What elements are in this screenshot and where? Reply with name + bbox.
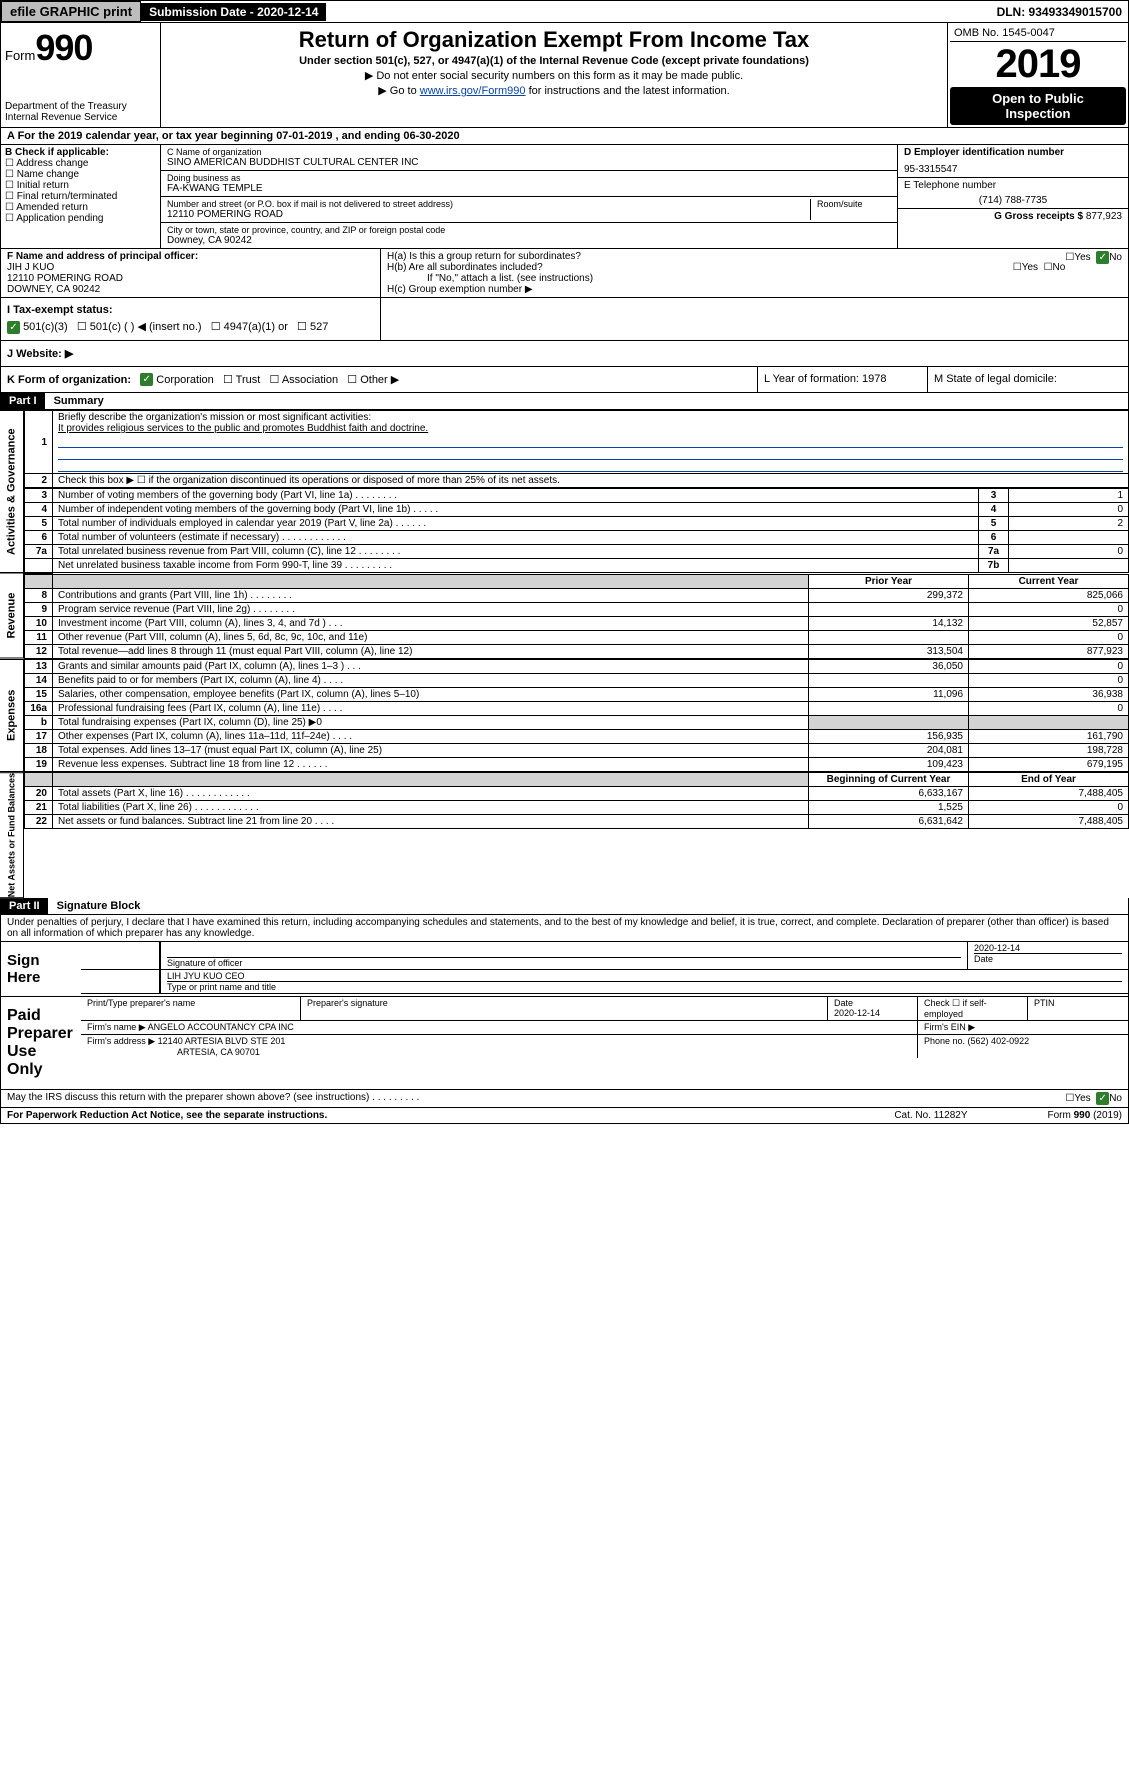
firm-addr1: 12140 ARTESIA BLVD STE 201 [158, 1036, 286, 1046]
room-label: Room/suite [817, 199, 891, 209]
firm-addr2: ARTESIA, CA 90701 [87, 1047, 260, 1057]
irs-link[interactable]: www.irs.gov/Form990 [420, 85, 526, 97]
check-discuss-no[interactable] [1096, 1092, 1109, 1105]
revenue-table: Prior YearCurrent Year 8Contributions an… [24, 573, 1129, 659]
gross-receipts: 877,923 [1086, 211, 1122, 222]
tel-label: E Telephone number [904, 180, 1122, 191]
mission-text: It provides religious services to the pu… [58, 423, 428, 434]
check-application-pending[interactable]: Application pending [5, 213, 156, 224]
netassets-table: Beginning of Current YearEnd of Year 20T… [24, 772, 1129, 829]
check-final-return[interactable]: Final return/terminated [5, 191, 156, 202]
identification-section: B Check if applicable: Address change Na… [0, 145, 1129, 249]
city-state-zip: Downey, CA 90242 [167, 235, 891, 246]
ein: 95-3315547 [904, 164, 1122, 175]
org-name: SINO AMERICAN BUDDHIST CULTURAL CENTER I… [167, 157, 891, 168]
sig-officer-label: Signature of officer [167, 957, 961, 968]
dba-label: Doing business as [167, 173, 891, 183]
irs-label: Internal Revenue Service [5, 112, 156, 123]
omb-number: OMB No. 1545-0047 [950, 25, 1126, 42]
perjury-declaration: Under penalties of perjury, I declare th… [0, 915, 1129, 942]
org-name-label: C Name of organization [167, 147, 891, 157]
officer-name: JIH J KUO [7, 262, 374, 273]
check-no-group[interactable] [1096, 251, 1109, 264]
firm-ein-label: Firm's EIN ▶ [918, 1021, 1128, 1034]
pp-date: 2020-12-14 [834, 1008, 880, 1018]
open-public: Open to PublicInspection [950, 87, 1126, 125]
cat-no: Cat. No. 11282Y [894, 1110, 967, 1121]
tax-year: 2019 [950, 42, 1126, 87]
pp-name-label: Print/Type preparer's name [81, 997, 301, 1020]
group-exemption: H(c) Group exemption number ▶ [387, 284, 1122, 295]
vlabel-revenue: Revenue [0, 573, 24, 659]
officer-city: DOWNEY, CA 90242 [7, 284, 374, 295]
part2-header: Part II Signature Block [0, 898, 1129, 915]
pp-sig-label: Preparer's signature [301, 997, 828, 1020]
summary-table-top: 1 Briefly describe the organization's mi… [24, 410, 1129, 488]
tax-exempt-label: I Tax-exempt status: [7, 304, 374, 316]
vlabel-activities: Activities & Governance [0, 410, 24, 573]
form-number: Form990 [5, 27, 156, 69]
vlabel-netassets: Net Assets or Fund Balances [0, 772, 24, 898]
city-label: City or town, state or province, country… [167, 225, 891, 235]
officer-addr: 12110 POMERING ROAD [7, 273, 374, 284]
check-corporation[interactable] [140, 373, 153, 386]
check-501c3[interactable] [7, 321, 20, 334]
vlabel-expenses: Expenses [0, 659, 24, 772]
check-initial-return[interactable]: Initial return [5, 180, 156, 191]
attach-list-note: If "No," attach a list. (see instruction… [387, 273, 1122, 284]
ein-label: D Employer identification number [904, 147, 1122, 158]
ssn-notice: ▶ Do not enter social security numbers o… [167, 69, 941, 82]
form-title: Return of Organization Exempt From Incom… [167, 27, 941, 53]
paperwork-notice: For Paperwork Reduction Act Notice, see … [7, 1110, 327, 1121]
typed-name: LIH JYU KUO CEO [167, 971, 1122, 981]
part1-header: Part I Summary [0, 393, 1129, 410]
telephone: (714) 788-7735 [904, 195, 1122, 206]
typed-label: Type or print name and title [167, 981, 1122, 992]
sig-date: 2020-12-14 [974, 943, 1122, 953]
form-org-row: K Form of organization: Corporation Trus… [0, 367, 1129, 394]
officer-group-section: F Name and address of principal officer:… [0, 249, 1129, 298]
check-name-change[interactable]: Name change [5, 169, 156, 180]
sign-here-label: Sign Here [1, 942, 81, 996]
summary-table-37: 3Number of voting members of the governi… [24, 488, 1129, 573]
date-label: Date [974, 953, 1122, 964]
row-a-period: A For the 2019 calendar year, or tax yea… [0, 128, 1129, 145]
expenses-table: 13Grants and similar amounts paid (Part … [24, 659, 1129, 772]
dln: DLN: 93493349015700 [991, 3, 1128, 21]
efile-print-button[interactable]: efile GRAPHIC print [1, 1, 141, 22]
firm-phone: (562) 402-0922 [968, 1036, 1030, 1046]
submission-date: Submission Date - 2020-12-14 [141, 3, 326, 21]
check-amended-return[interactable]: Amended return [5, 202, 156, 213]
dba: FA-KWANG TEMPLE [167, 183, 891, 194]
state-domicile: M State of legal domicile: [928, 367, 1128, 393]
addr-label: Number and street (or P.O. box if mail i… [167, 199, 804, 209]
officer-label: F Name and address of principal officer: [7, 251, 374, 262]
link-notice: ▶ Go to www.irs.gov/Form990 for instruct… [167, 84, 941, 97]
website-row: J Website: ▶ [0, 341, 1129, 367]
check-address-change[interactable]: Address change [5, 158, 156, 169]
year-formation: L Year of formation: 1978 [758, 367, 928, 393]
treasury-dept: Department of the Treasury [5, 101, 156, 112]
form-subtitle: Under section 501(c), 527, or 4947(a)(1)… [167, 55, 941, 67]
paid-preparer-label: Paid Preparer Use Only [1, 997, 81, 1089]
group-return-q: H(a) Is this a group return for subordin… [387, 251, 1122, 262]
subordinates-q: H(b) Are all subordinates included? Yes … [387, 262, 1122, 273]
tax-status-website-row: I Tax-exempt status: 501(c)(3) 501(c) ( … [0, 298, 1129, 341]
paid-preparer-section: Paid Preparer Use Only Print/Type prepar… [0, 997, 1129, 1090]
form-header: Form990 Department of the Treasury Inter… [0, 23, 1129, 128]
discuss-row: May the IRS discuss this return with the… [0, 1090, 1129, 1108]
footer: For Paperwork Reduction Act Notice, see … [0, 1108, 1129, 1124]
box-b-checklist: B Check if applicable: Address change Na… [1, 145, 161, 248]
top-bar: efile GRAPHIC print Submission Date - 20… [0, 0, 1129, 23]
firm-name: ANGELO ACCOUNTANCY CPA INC [148, 1022, 294, 1032]
ptin-label: PTIN [1028, 997, 1128, 1020]
street-address: 12110 POMERING ROAD [167, 209, 804, 220]
signature-section: Sign Here Signature of officer 2020-12-1… [0, 942, 1129, 997]
form-ref: Form 990 (2019) [1048, 1110, 1122, 1121]
gross-label: G Gross receipts $ [994, 211, 1086, 222]
pp-self-employed: Check ☐ if self-employed [918, 997, 1028, 1020]
